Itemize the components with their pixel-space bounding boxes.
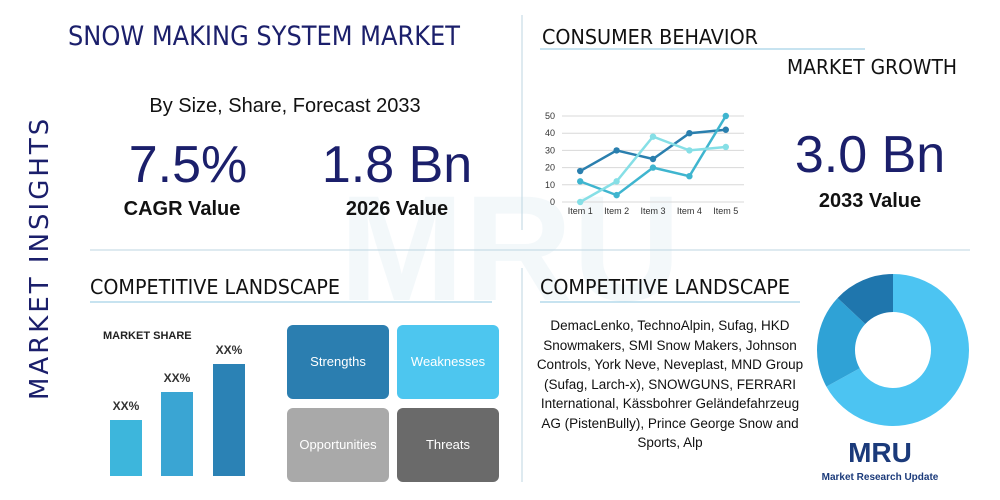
x-tick-label: Item 1	[568, 206, 593, 216]
stat-label: 2026 Value	[346, 198, 448, 220]
bar-label: XX%	[113, 399, 140, 413]
swot-label: Strengths	[310, 354, 366, 369]
y-tick-label: 20	[545, 163, 555, 173]
point	[613, 147, 620, 154]
swot-label: Threats	[426, 437, 471, 452]
donut-segment	[816, 297, 866, 387]
point	[686, 147, 693, 154]
bar-chart-title: MARKET SHARE	[103, 330, 192, 342]
y-tick-label: 0	[550, 197, 555, 207]
stat-label: 2033 Value	[819, 190, 921, 212]
swot-box	[287, 408, 389, 482]
bar	[110, 420, 142, 476]
swot-box	[397, 408, 499, 482]
swot-box	[287, 325, 389, 399]
point	[649, 155, 657, 163]
section-title: CONSUMER BEHAVIOR	[542, 25, 758, 49]
title: SNOW MAKING SYSTEM MARKET	[68, 21, 460, 52]
section-title: COMPETITIVE LANDSCAPE	[90, 275, 340, 299]
swot-label: Weaknesses	[411, 354, 486, 369]
x-tick-label: Item 2	[604, 206, 629, 216]
donut-segment	[826, 274, 969, 426]
stat-value: 1.8 Bn	[322, 136, 472, 194]
swot-box	[397, 325, 499, 399]
point	[722, 143, 729, 151]
logo-mark: MRU	[848, 437, 912, 468]
donut-segment	[837, 274, 893, 324]
x-tick-label: Item 4	[677, 206, 702, 216]
x-tick-label: Item 3	[640, 206, 665, 216]
y-tick-label: 40	[545, 128, 555, 138]
point	[613, 178, 620, 185]
bar	[161, 392, 193, 476]
section-subtitle: MARKET GROWTH	[787, 55, 957, 79]
section-title: COMPETITIVE LANDSCAPE	[540, 275, 790, 299]
logo-name: Market Research Update	[822, 472, 939, 483]
subtitle: By Size, Share, Forecast 2033	[149, 95, 420, 117]
watermark: MRU	[339, 164, 681, 332]
point	[577, 178, 584, 185]
players-list: DemacLenko, TechnoAlpin, Sufag, HKD Snow…	[536, 318, 804, 450]
stat-value: 7.5%	[129, 136, 248, 194]
y-tick-label: 10	[545, 180, 555, 190]
x-tick-label: Item 5	[713, 206, 738, 216]
point	[722, 126, 729, 133]
point	[649, 133, 657, 140]
stat-value: 3.0 Bn	[795, 126, 945, 184]
stat-label: CAGR Value	[124, 198, 241, 220]
point	[686, 173, 693, 180]
bar	[213, 364, 245, 476]
bar-label: XX%	[216, 343, 243, 357]
y-tick-label: 50	[545, 111, 555, 121]
point	[722, 112, 729, 120]
point	[613, 191, 620, 199]
point	[577, 198, 584, 206]
bar-label: XX%	[164, 371, 191, 385]
point	[577, 167, 584, 175]
point	[649, 164, 657, 171]
y-tick-label: 30	[545, 145, 555, 155]
point	[686, 130, 693, 137]
side-label: MARKET INSIGHTS	[25, 116, 55, 400]
swot-label: Opportunities	[299, 437, 377, 452]
